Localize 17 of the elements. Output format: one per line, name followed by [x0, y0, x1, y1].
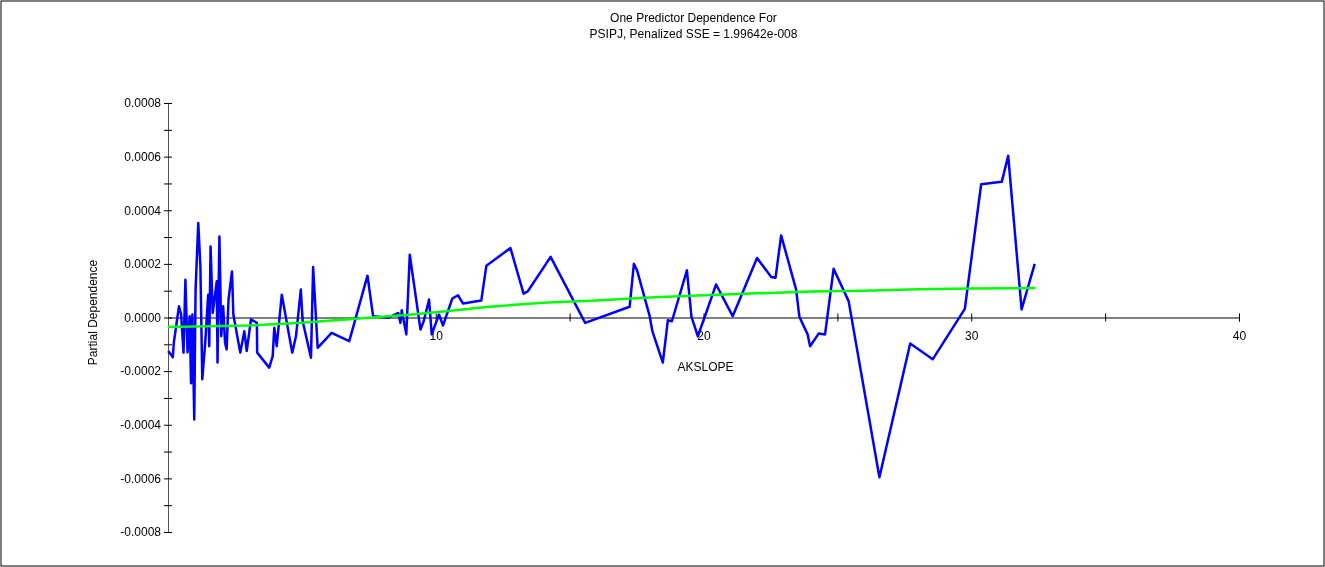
y-tick-label: 0.0006 — [124, 149, 162, 164]
y-tick-label: -0.0004 — [120, 418, 162, 433]
line-series — [166, 286, 1037, 329]
y-tick-label: -0.0008 — [120, 525, 162, 540]
y-tick-label: 0.0000 — [124, 310, 162, 325]
y-tick-label: -0.0006 — [120, 471, 162, 486]
y-tick-label: 0.0004 — [124, 203, 162, 218]
chart-subtitle: PSIPJ, Penalized SSE = 1.99642e-008 — [589, 27, 798, 41]
y-tick-label: -0.0002 — [120, 364, 162, 379]
x-axis-title: AKSLOPE — [677, 360, 734, 374]
x-tick-label: 30 — [965, 329, 979, 344]
y-tick-label: 0.0008 — [124, 96, 162, 111]
x-tick-label: 40 — [1232, 329, 1247, 344]
y-tick-label: 0.0002 — [124, 257, 162, 272]
chart-title: One Predictor Dependence For — [610, 11, 777, 25]
y-axis-title: Partial Dependence — [86, 259, 100, 366]
line-series — [167, 154, 1036, 479]
